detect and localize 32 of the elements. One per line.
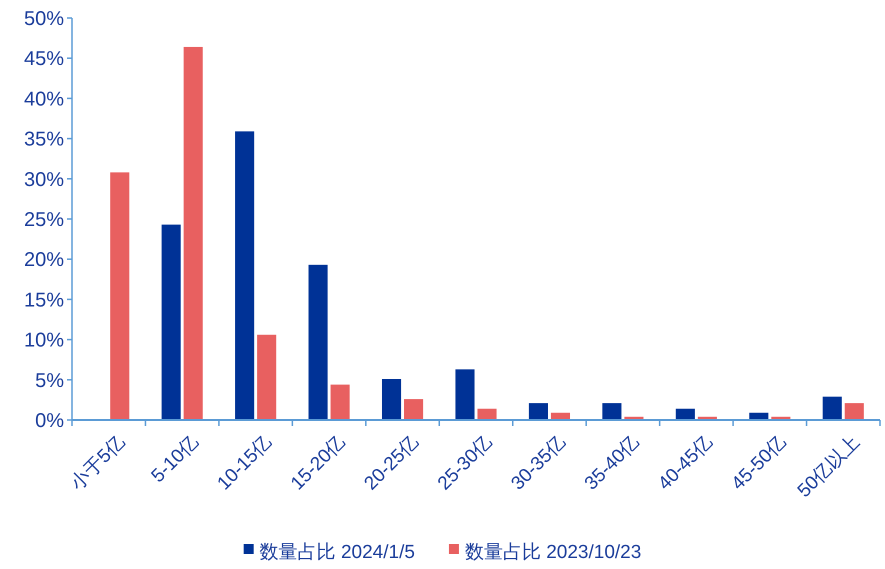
legend-label: 数量占比 2023/10/23 (464, 542, 642, 563)
bar (528, 403, 548, 420)
bar (257, 334, 276, 420)
y-tick-label: 15% (24, 289, 64, 312)
y-tick-label: 25% (24, 209, 64, 231)
bar (235, 131, 254, 420)
x-tick-label: 小于5亿 (66, 432, 130, 494)
x-tick-label: 50亿以上 (794, 432, 864, 502)
bar (844, 403, 864, 420)
y-tick-label: 30% (24, 168, 64, 191)
y-tick-label: 5% (35, 370, 64, 392)
bar (308, 264, 328, 420)
bar (477, 408, 497, 420)
legend-label: 数量占比 2024/1/5 (260, 542, 415, 563)
y-tick-label: 35% (24, 128, 64, 151)
y-tick-label: 0% (35, 410, 64, 432)
y-tick-label: 10% (24, 330, 64, 352)
bar (455, 369, 475, 420)
x-tick-label: 5-10亿 (148, 432, 203, 487)
y-tick-label: 20% (24, 249, 64, 272)
bar (330, 384, 350, 420)
bar (602, 403, 622, 420)
y-tick-label: 45% (24, 48, 64, 70)
bar (822, 396, 842, 420)
y-tick-label: 50% (24, 8, 64, 30)
bar (162, 224, 181, 420)
bar (404, 399, 424, 420)
bar (382, 378, 402, 420)
y-tick-label: 40% (24, 88, 64, 110)
bar (110, 172, 130, 420)
bar (184, 46, 203, 420)
bar (676, 408, 695, 420)
